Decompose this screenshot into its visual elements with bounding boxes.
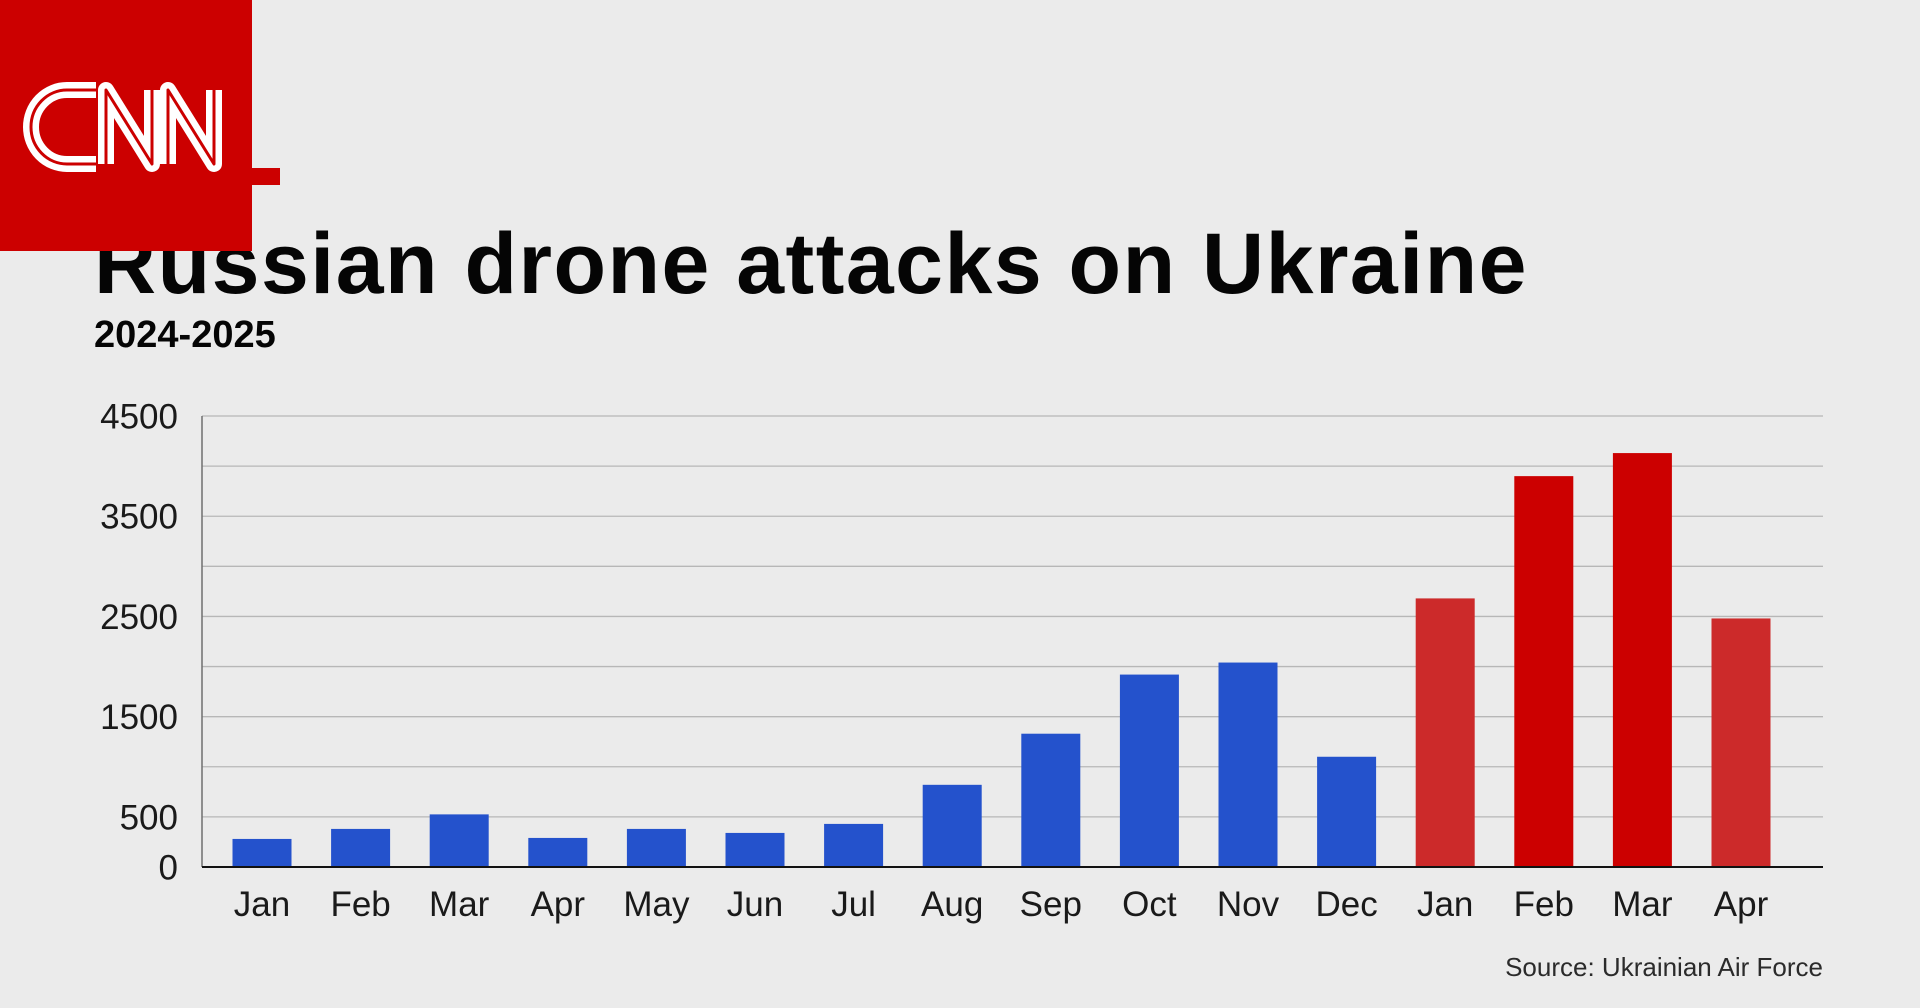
- x-tick-label: Jan: [1417, 885, 1473, 924]
- y-tick-label: 3500: [100, 498, 178, 537]
- logo-letter-c-line: [29, 88, 96, 166]
- x-tick-label: Mar: [1612, 885, 1673, 924]
- logo-letter-n-first-line: [104, 88, 154, 166]
- bar: [1119, 674, 1179, 867]
- x-tick-label: Jul: [831, 885, 876, 924]
- source-note: Source: Ukrainian Air Force: [1505, 952, 1823, 982]
- bar: [1218, 662, 1278, 867]
- y-tick-label: 500: [120, 798, 178, 837]
- bar: [1415, 598, 1475, 867]
- y-tick-label: 2500: [100, 598, 178, 637]
- bar: [1612, 453, 1672, 867]
- x-tick-labels: Jan Feb Mar Apr May Jun Jul Aug Sep Oct Nov Dec Jan F…: [234, 885, 1769, 924]
- x-tick-label: Apr: [531, 885, 586, 924]
- bar: [528, 837, 588, 867]
- bars: [232, 453, 1771, 867]
- x-tick-label: Mar: [429, 885, 490, 924]
- bar: [626, 828, 686, 867]
- bar: [1317, 756, 1377, 867]
- bar: [1021, 733, 1081, 867]
- x-tick-label: Apr: [1714, 885, 1769, 924]
- bar: [1711, 618, 1771, 867]
- gridlines: [202, 415, 1823, 818]
- x-tick-label: Feb: [330, 885, 390, 924]
- chart-subtitle: 2024-2025: [94, 314, 276, 356]
- y-tick-label: 0: [159, 849, 178, 888]
- x-tick-label: Oct: [1122, 885, 1177, 924]
- x-tick-label: Jun: [727, 885, 783, 924]
- bar: [1514, 476, 1574, 867]
- bar: [232, 838, 292, 867]
- y-tick-label: 1500: [100, 698, 178, 737]
- bar: [922, 784, 982, 867]
- x-tick-label: May: [623, 885, 690, 924]
- bar: [725, 832, 785, 867]
- bar: [429, 814, 489, 867]
- y-tick-label: 4500: [100, 398, 178, 437]
- cnn-logo-mark: [23, 82, 222, 172]
- bar: [824, 823, 884, 867]
- x-tick-label: Nov: [1217, 885, 1280, 924]
- chart-title: Russian drone attacks on Ukraine: [94, 216, 1528, 312]
- cnn-logo-bands: [23, 82, 222, 172]
- cnn-logo-inner-lines: [29, 88, 216, 166]
- x-tick-label: Feb: [1514, 885, 1574, 924]
- y-tick-labels: 0 500 1500 2500 3500 4500: [100, 398, 178, 888]
- x-tick-label: Jan: [234, 885, 290, 924]
- x-tick-label: Aug: [921, 885, 983, 924]
- bar: [331, 828, 391, 867]
- logo-letter-n-second-line: [166, 88, 216, 166]
- cnn-logo: [0, 0, 252, 251]
- x-tick-label: Dec: [1315, 885, 1377, 924]
- x-tick-label: Sep: [1020, 885, 1082, 924]
- logo-accent-bar: [252, 168, 280, 185]
